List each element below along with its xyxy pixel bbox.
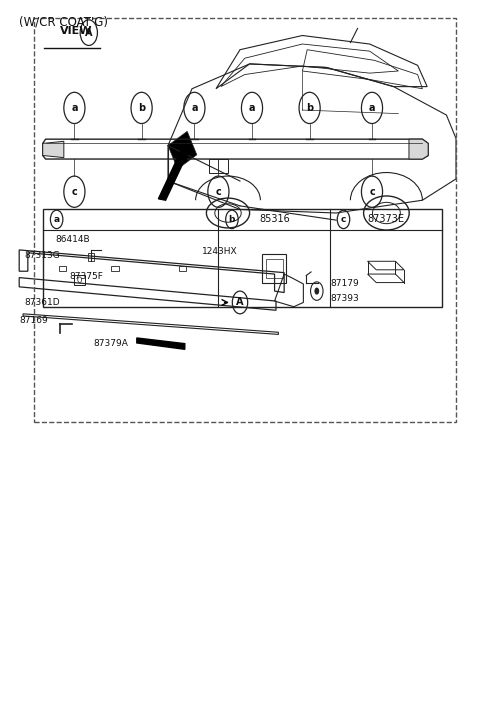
Polygon shape [43,141,64,158]
Bar [265,259,283,278]
Text: b: b [138,103,145,113]
Polygon shape [158,148,190,200]
Bar [34,18,456,422]
Text: a: a [369,103,375,113]
Polygon shape [409,139,428,159]
Text: A: A [236,297,244,307]
Text: VIEW: VIEW [60,26,93,36]
Bar [88,253,94,261]
Polygon shape [137,338,185,349]
Text: a: a [71,103,78,113]
Text: 87169: 87169 [19,317,48,325]
Text: 87373E: 87373E [367,214,404,224]
Circle shape [314,288,319,295]
Text: 86414B: 86414B [55,236,90,244]
Bar [262,254,286,283]
Text: 87375F: 87375F [70,272,104,280]
Bar [59,266,66,271]
Bar [43,209,442,307]
Text: 87379A: 87379A [94,339,129,348]
Text: 1243HX: 1243HX [202,247,237,256]
Text: a: a [54,215,60,224]
Text: 87393: 87393 [330,295,359,303]
Text: a: a [191,103,198,113]
Text: c: c [369,187,375,197]
Bar [74,275,85,285]
Text: A: A [85,28,93,38]
Text: b: b [229,215,235,224]
Text: 87179: 87179 [330,280,359,288]
Polygon shape [168,131,197,169]
Text: c: c [216,187,221,197]
Text: b: b [306,103,313,113]
Text: a: a [249,103,255,113]
Bar [111,266,119,271]
Text: 87361D: 87361D [24,298,60,307]
Text: c: c [72,187,77,197]
Text: c: c [341,215,346,224]
Text: 87313G: 87313G [24,251,60,260]
Bar [209,159,228,173]
Text: (W/CR COAT'G): (W/CR COAT'G) [19,16,108,28]
Text: 85316: 85316 [259,214,289,224]
Bar [179,266,186,271]
